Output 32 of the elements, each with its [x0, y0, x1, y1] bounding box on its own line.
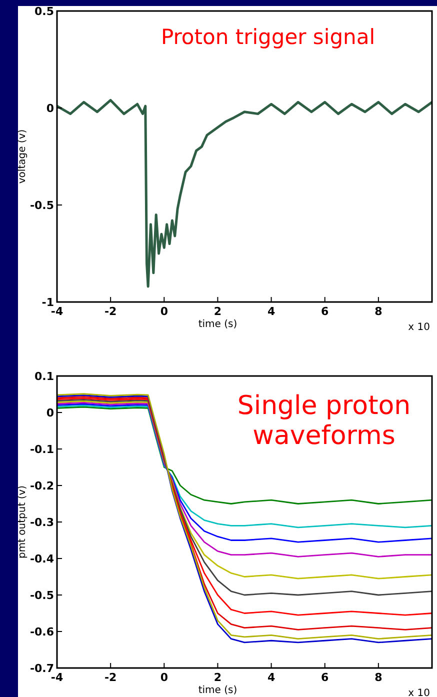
text: x 10	[408, 322, 430, 333]
x-tick-label: 6	[321, 671, 330, 684]
y-tick-label: -0.4	[30, 552, 54, 566]
y-tick-label: -0.3	[30, 516, 54, 529]
y-tick-label: -0.5	[30, 589, 54, 602]
text: Proton trigger signal	[160, 25, 376, 49]
x-tick-label: 2	[214, 671, 222, 684]
x-tick-label: 0	[160, 671, 168, 684]
x-tick-label: -2	[104, 671, 117, 684]
x-axis-title: time (s)	[198, 319, 238, 330]
y-tick-label: -0.1	[30, 443, 54, 456]
x-tick-label: 2	[214, 305, 222, 318]
y-tick-label: 0.1	[34, 370, 54, 383]
text: x 10	[408, 688, 430, 697]
x-axis-title: time (s)	[198, 685, 238, 696]
y-axis-title: voltage (v)	[17, 129, 28, 184]
y-tick-label: -0.5	[30, 199, 54, 212]
x-tick-label: 8	[374, 305, 382, 318]
line-series	[57, 98, 432, 288]
x-tick-label: 4	[267, 671, 276, 684]
y-tick-label: 0.5	[34, 5, 54, 18]
x-tick-label: 0	[160, 305, 168, 318]
y-tick-label: 0	[46, 102, 54, 115]
y-tick-label: -0.2	[30, 480, 54, 492]
x-tick-label: 6	[321, 305, 330, 318]
y-tick-label: 0	[46, 406, 54, 420]
x-tick-label: 4	[267, 305, 276, 318]
x-tick-label: -2	[104, 305, 117, 318]
y-axis-title: pmt output (v)	[17, 485, 28, 559]
text: Single proton waveforms	[237, 391, 411, 451]
y-tick-label: -0.6	[30, 626, 54, 638]
x-tick-label: 8	[374, 671, 382, 684]
